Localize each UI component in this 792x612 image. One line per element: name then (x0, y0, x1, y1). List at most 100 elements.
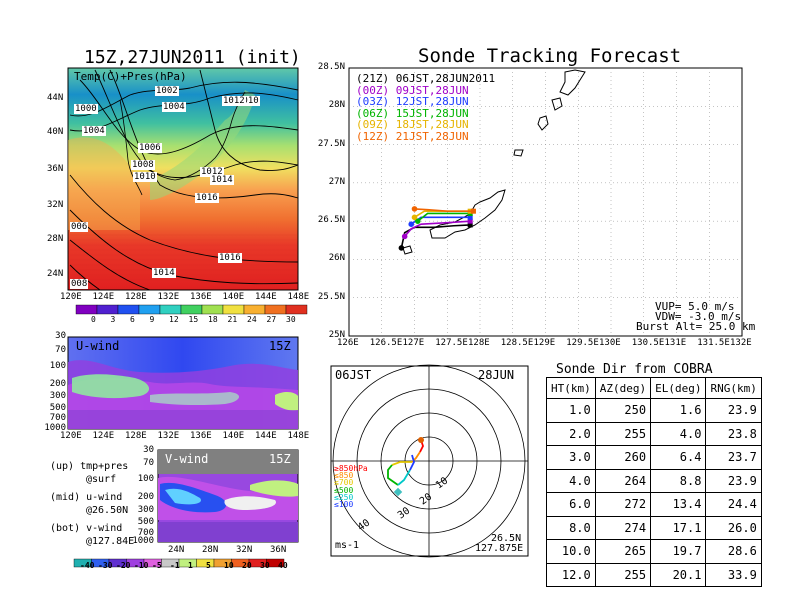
u-lon-label: 124E (92, 431, 115, 441)
hodograph-segment (397, 469, 411, 486)
colorbar-label: 24 (247, 315, 257, 324)
v-pressure-label: 30 (143, 445, 154, 455)
table-row: 3.0 260 6.4 23.7 (546, 445, 762, 470)
table-cell: 3.0 (546, 445, 596, 470)
colorbar-label: 12 (169, 315, 179, 324)
u-lon-label: 136E (190, 431, 212, 441)
table-row: 10.0 265 19.7 28.6 (546, 539, 762, 564)
table-header: RNG(km) (705, 377, 762, 399)
map-lon-label: 148E (287, 292, 310, 302)
u-pressure-label: 300 (49, 391, 66, 401)
track-start (470, 208, 476, 214)
track-run-label: (12Z) 21JST,28JUN (356, 129, 469, 143)
u-pressure-label: 700 (49, 413, 66, 423)
table-cell: 12.0 (546, 562, 596, 587)
isobar-label: 1014 (210, 175, 234, 185)
v-lat-label: 32N (236, 545, 253, 555)
table-cell: 28.6 (705, 539, 762, 564)
table-row: 8.0 274 17.1 26.0 (546, 515, 762, 540)
table-cell: 2.0 (546, 421, 596, 446)
hodograph-segment (387, 464, 399, 486)
v-colorbar-label: 20 (242, 561, 252, 570)
table-row: 1.0 250 1.6 23.9 (546, 398, 762, 423)
map-overlay-label: Temp(C)+Pres(hPa) (74, 70, 187, 83)
track-line (414, 208, 474, 212)
track-lon-label: 132E (730, 338, 752, 348)
track-lat-label: 26N (328, 253, 345, 264)
track-endpoint (408, 221, 415, 228)
track-lat-label: 28.5N (317, 62, 345, 72)
map-lon-label: 124E (92, 292, 115, 302)
isobar-label: 1010 (236, 96, 260, 106)
v-pressure-label: 300 (137, 505, 154, 515)
table-cell: 23.7 (705, 445, 762, 470)
map-lat-label: 40N (47, 127, 64, 137)
v-wind-label: V-wind (165, 452, 209, 466)
u-pressure-label: 30 (55, 331, 66, 341)
isobar-label: 1012 (222, 96, 246, 106)
table-cell: 255 (594, 562, 652, 587)
v-pressure-label: 70 (143, 458, 154, 468)
u-lon-label: 140E (222, 431, 245, 441)
u-wind-time: 15Z (269, 339, 291, 353)
u-lon-label: 144E (255, 431, 277, 441)
track-lat-label: 27N (328, 176, 345, 187)
table-header: AZ(deg) (594, 377, 652, 399)
polar-unit: ms-1 (335, 540, 360, 551)
map-lon-label: 136E (190, 292, 212, 302)
track-endpoint (401, 233, 408, 240)
pressure-legend-item: ≤850 (334, 471, 354, 481)
v-pressure-label: 200 (137, 492, 154, 502)
map-lat-label: 44N (47, 93, 64, 103)
track-lon-label: 126E (337, 338, 359, 348)
table-row: 2.0 255 4.0 23.8 (546, 421, 762, 446)
track-line (404, 220, 471, 237)
track-run-label: (21Z) 06JST,28JUN2011 (356, 72, 496, 85)
temperature-colorbar (75, 304, 308, 315)
note-mid: (mid) u-wind (50, 492, 123, 503)
isobar-label: 1004 (82, 126, 106, 136)
param-vup: VUP= 5.0 m/s (655, 300, 735, 313)
table-cell: 274 (594, 515, 652, 540)
table-cell: 264 (594, 468, 652, 493)
table-cell: 13.4 (650, 492, 707, 517)
isobar-label: 1004 (162, 102, 186, 112)
hodograph-segment (409, 454, 415, 471)
u-lon-label: 128E (125, 431, 147, 441)
v-colorbar-label: 5 (206, 561, 211, 570)
u-pressure-label: 1000 (44, 423, 66, 433)
v-lat-label: 24N (168, 545, 185, 555)
u-lon-label: 132E (157, 431, 180, 441)
isobar-label: 1016 (195, 193, 219, 203)
track-start (467, 218, 473, 224)
isobar-label: 1002 (155, 86, 179, 96)
track-lon-label: 127.5E (435, 338, 468, 348)
table-cell: 4.0 (546, 468, 596, 493)
colorbar-swatch (285, 304, 308, 315)
polar-lon: 127.875E (475, 543, 524, 554)
polar-time: 06JST (335, 368, 372, 382)
track-start (467, 214, 473, 220)
v-lat-label: 28N (202, 545, 219, 555)
u-lon-label: 120E (60, 431, 82, 441)
map-lon-label: 144E (255, 292, 277, 302)
track-lon-label: 131E (664, 338, 687, 348)
v-colorbar-label: 10 (224, 561, 234, 570)
track-title: Sonde Tracking Forecast (418, 45, 682, 67)
note-up-level: @surf (86, 474, 117, 485)
table-cell: 1.0 (546, 398, 596, 423)
note-mid-level: @26.50N (86, 505, 129, 516)
map-lat-label: 24N (47, 269, 64, 279)
track-run-label: (03Z) 12JST,28JUN (356, 95, 469, 108)
table-cell: 250 (594, 398, 652, 423)
isobar-label: 1008 (131, 160, 155, 170)
table-cell: 272 (594, 492, 652, 517)
track-endpoint (414, 218, 421, 224)
u-pressure-label: 70 (55, 345, 66, 355)
table-cell: 24.4 (705, 492, 762, 517)
track-lon-label: 128E (468, 338, 490, 348)
table-header: EL(deg) (650, 377, 707, 399)
track-lat-label: 27.5N (317, 138, 345, 149)
